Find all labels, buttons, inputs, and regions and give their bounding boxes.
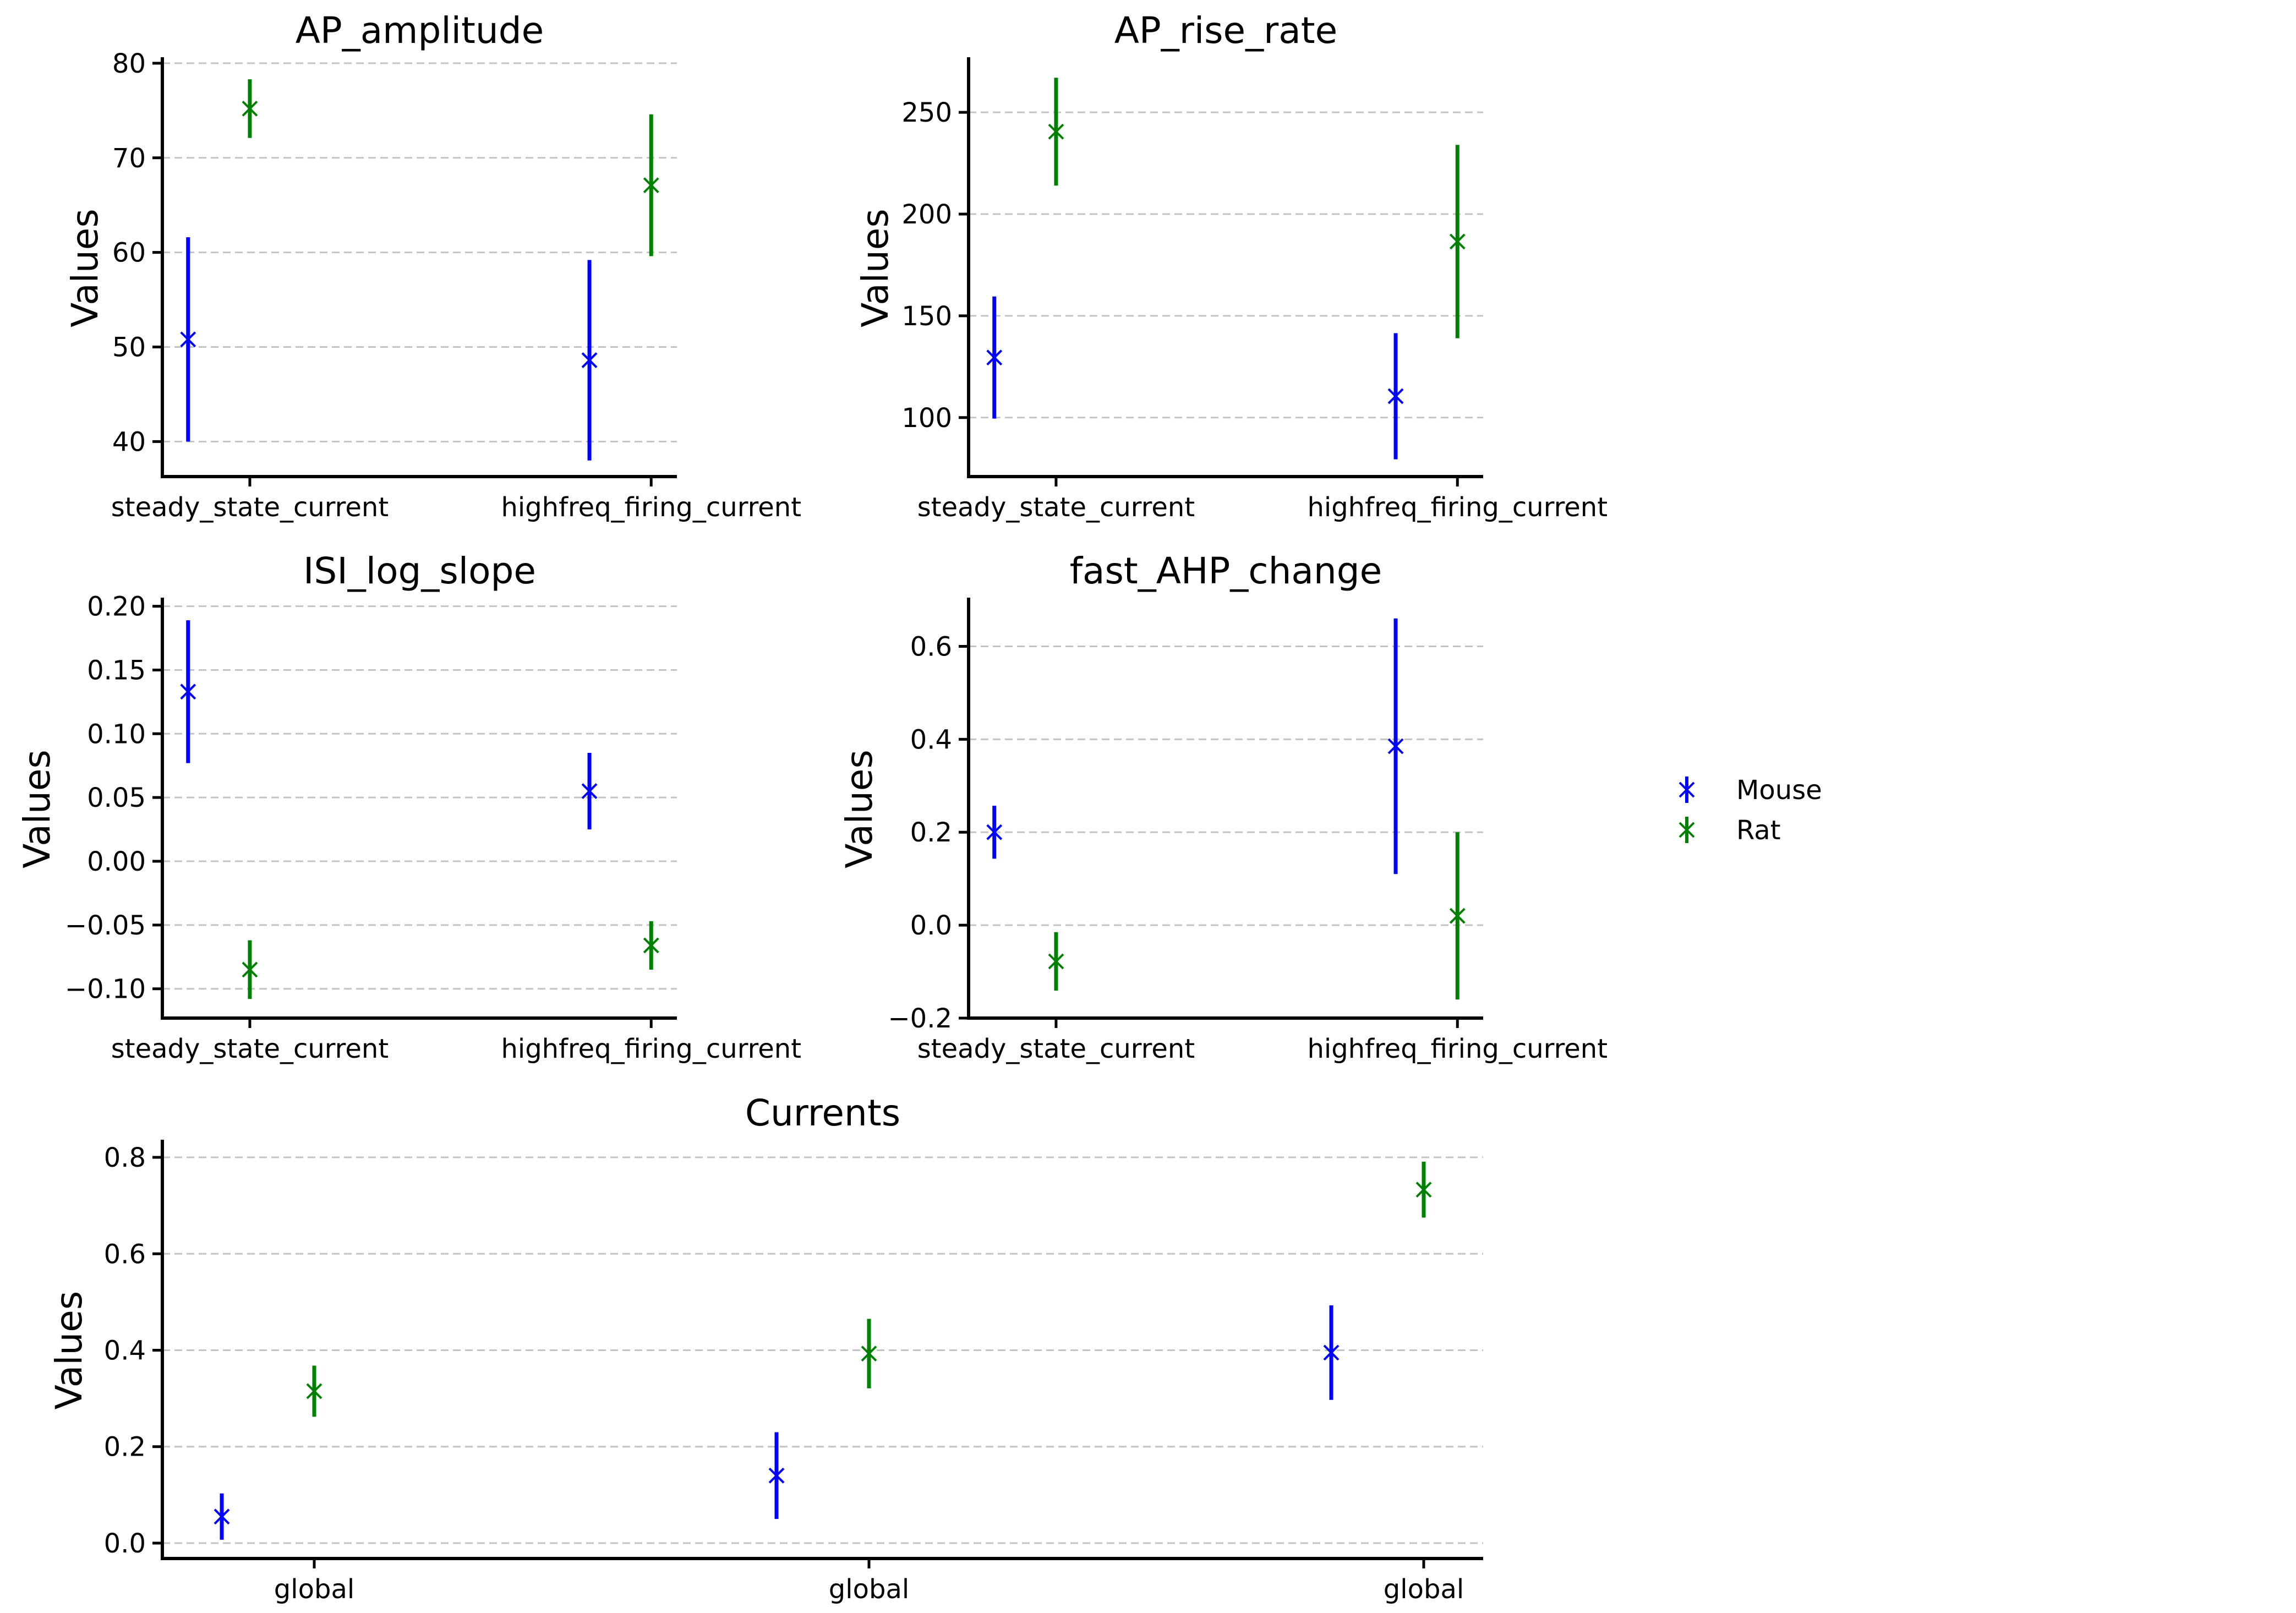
x-tick-label: global xyxy=(274,1574,354,1605)
chart-title: fast_AHP_change xyxy=(1070,550,1382,592)
y-axis-label: Values xyxy=(854,209,896,327)
point-mouse xyxy=(768,1467,785,1484)
y-tick-label: 100 xyxy=(901,403,952,434)
point-mouse xyxy=(581,783,598,799)
axes-spine xyxy=(161,1140,1483,1560)
y-tick-label: 0.2 xyxy=(104,1432,146,1463)
y-tick-label: 0.6 xyxy=(104,1239,146,1270)
point-rat xyxy=(242,100,258,117)
chart-title: Currents xyxy=(745,1092,900,1134)
y-tick-label: 0.2 xyxy=(910,817,952,848)
legend: Mouse Rat xyxy=(1679,775,1822,846)
y-axis-label: Values xyxy=(48,1291,90,1410)
point-mouse xyxy=(1387,738,1404,754)
subplot-currents: 0.0 0.2 0.4 0.6 0.8 global global global Current… xyxy=(48,1092,1483,1605)
subplot-isi-log-slope: −0.10 −0.05 0.00 0.05 0.10 0.15 0.20 steady_sta… xyxy=(16,550,801,1064)
y-axis-label: Values xyxy=(16,750,58,868)
y-tick-label: 0.15 xyxy=(87,655,146,686)
point-mouse xyxy=(180,684,196,700)
point-mouse xyxy=(1387,388,1404,404)
x-tick-label: global xyxy=(1384,1574,1464,1605)
y-tick-label: 250 xyxy=(901,97,952,128)
point-rat xyxy=(861,1346,877,1362)
legend-label: Mouse xyxy=(1736,775,1822,806)
point-rat xyxy=(1449,233,1466,250)
point-mouse xyxy=(986,349,1003,366)
legend-label: Rat xyxy=(1736,815,1781,846)
x-tick-label: steady_state_current xyxy=(111,492,389,523)
y-tick-label: 0.4 xyxy=(910,724,952,755)
y-tick-label: 0.0 xyxy=(910,910,952,941)
x-tick-label: global xyxy=(829,1574,909,1605)
y-tick-label: 50 xyxy=(112,332,146,363)
point-rat xyxy=(1048,953,1064,970)
chart-title: AP_rise_rate xyxy=(1114,9,1337,52)
y-tick-label: 80 xyxy=(112,48,146,79)
x-tick-label: highfreq_firing_current xyxy=(1307,1034,1608,1064)
y-tick-label: −0.2 xyxy=(888,1003,952,1034)
point-rat xyxy=(643,937,659,954)
y-tick-label: 0.05 xyxy=(87,783,146,813)
y-tick-label: 0.6 xyxy=(910,631,952,662)
subplot-fast-ahp-change: −0.2 0.0 0.2 0.4 0.6 steady_state_current high… xyxy=(838,550,1608,1064)
legend-item-mouse: Mouse xyxy=(1679,775,1822,806)
point-rat xyxy=(1449,907,1466,924)
axes-spine xyxy=(161,57,677,478)
x-tick-label: steady_state_current xyxy=(111,1034,389,1064)
y-tick-label: 0.8 xyxy=(104,1142,146,1173)
y-tick-label: 0.0 xyxy=(104,1528,146,1559)
point-rat xyxy=(1048,123,1064,140)
y-tick-label: 0.00 xyxy=(87,846,146,877)
y-tick-label: 200 xyxy=(901,199,952,230)
y-tick-label: 0.20 xyxy=(87,592,146,622)
axes-spine xyxy=(967,57,1483,478)
y-tick-label: −0.05 xyxy=(65,910,146,941)
x-tick-label: highfreq_firing_current xyxy=(501,1034,801,1064)
y-tick-label: 0.4 xyxy=(104,1336,146,1366)
y-axis-label: Values xyxy=(838,750,881,868)
point-mouse xyxy=(1323,1344,1340,1361)
x-tick-label: steady_state_current xyxy=(917,492,1195,523)
point-mouse xyxy=(581,352,598,368)
point-rat xyxy=(306,1383,322,1399)
axes-spine xyxy=(161,598,677,1020)
chart-title: AP_amplitude xyxy=(296,9,544,52)
x-tick-label: highfreq_firing_current xyxy=(501,492,801,523)
y-tick-label: 150 xyxy=(901,301,952,332)
point-rat xyxy=(643,177,659,194)
subplot-ap-rise-rate: 100 150 200 250 steady_state_current highfreq… xyxy=(854,9,1608,523)
chart-title: ISI_log_slope xyxy=(303,550,536,592)
subplots: 40 50 60 70 80 steady_state_current highfreq_f… xyxy=(16,9,1608,1605)
point-rat xyxy=(242,961,258,978)
y-tick-label: 40 xyxy=(112,427,146,457)
y-tick-label: 0.10 xyxy=(87,719,146,750)
subplot-ap-amplitude: 40 50 60 70 80 steady_state_current highfreq_f… xyxy=(64,9,801,523)
axes-spine xyxy=(967,598,1483,1020)
y-axis-label: Values xyxy=(64,209,106,327)
point-mouse xyxy=(986,824,1003,840)
x-tick-label: highfreq_firing_current xyxy=(1307,492,1608,523)
y-tick-label: 60 xyxy=(112,238,146,269)
x-tick-label: steady_state_current xyxy=(917,1034,1195,1064)
y-tick-label: 70 xyxy=(112,143,146,174)
point-rat xyxy=(1415,1182,1432,1198)
y-tick-label: −0.10 xyxy=(65,974,146,1005)
point-mouse xyxy=(180,331,196,348)
point-mouse xyxy=(214,1508,230,1525)
legend-item-rat: Rat xyxy=(1679,815,1781,846)
